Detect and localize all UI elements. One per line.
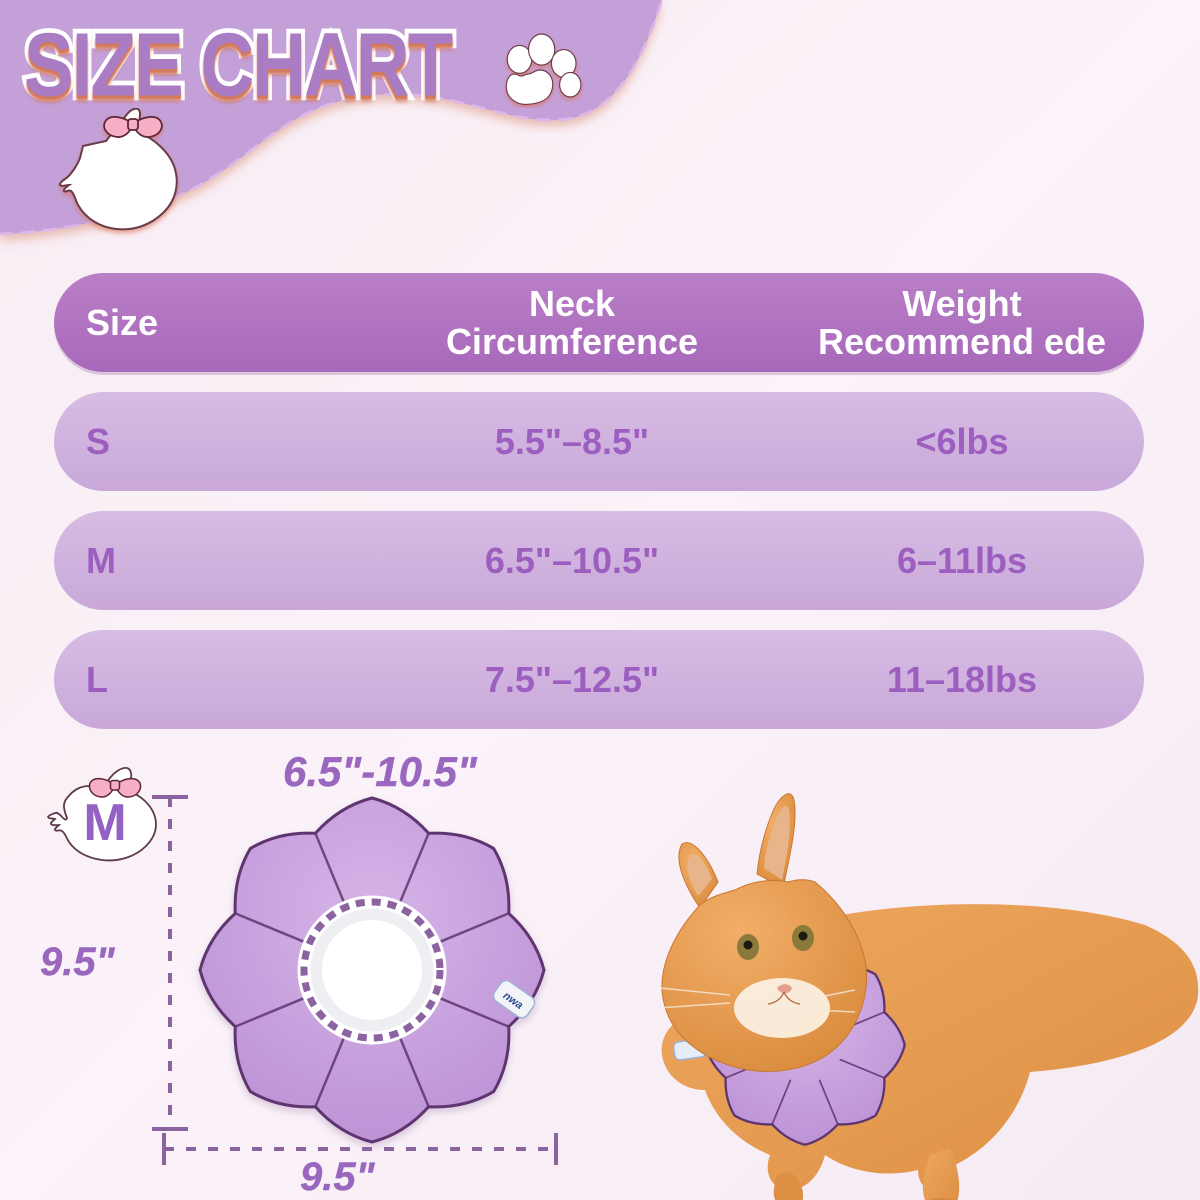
svg-text:M: M	[83, 794, 126, 852]
